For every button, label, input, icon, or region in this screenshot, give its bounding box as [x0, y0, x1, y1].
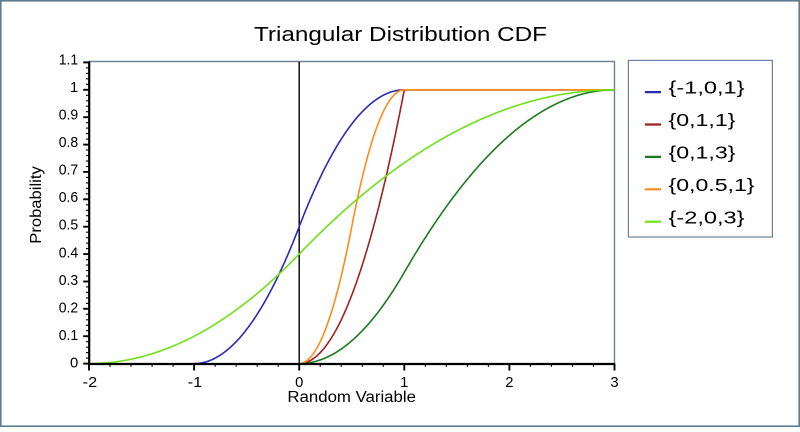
svg-text:{0,1,1}: {0,1,1}	[669, 110, 736, 130]
svg-text:2: 2	[505, 375, 513, 391]
svg-text:Probability: Probability	[28, 166, 45, 244]
svg-text:0.4: 0.4	[59, 245, 79, 261]
svg-text:0.3: 0.3	[59, 273, 79, 289]
svg-text:Random Variable: Random Variable	[287, 389, 416, 406]
svg-text:3: 3	[610, 375, 618, 391]
svg-text:{0,1,3}: {0,1,3}	[669, 143, 736, 163]
svg-text:{0,0.5,1}: {0,0.5,1}	[669, 175, 755, 195]
svg-text:0.5: 0.5	[59, 218, 79, 234]
svg-text:{-2,0,3}: {-2,0,3}	[669, 207, 745, 227]
svg-text:0: 0	[295, 375, 303, 391]
svg-text:{-1,0,1}: {-1,0,1}	[669, 78, 745, 98]
svg-text:0.8: 0.8	[59, 135, 79, 151]
svg-text:0.9: 0.9	[59, 108, 79, 124]
svg-text:1.1: 1.1	[59, 53, 79, 69]
svg-text:1: 1	[70, 80, 78, 96]
svg-text:1: 1	[400, 375, 408, 391]
svg-text:0.2: 0.2	[59, 300, 79, 316]
svg-text:0: 0	[70, 355, 78, 371]
svg-text:-1: -1	[188, 375, 203, 391]
svg-text:0.6: 0.6	[59, 190, 79, 206]
svg-text:0.1: 0.1	[59, 328, 79, 344]
svg-text:Triangular Distribution CDF: Triangular Distribution CDF	[254, 24, 547, 46]
svg-text:-2: -2	[83, 375, 98, 391]
svg-text:0.7: 0.7	[59, 163, 79, 179]
